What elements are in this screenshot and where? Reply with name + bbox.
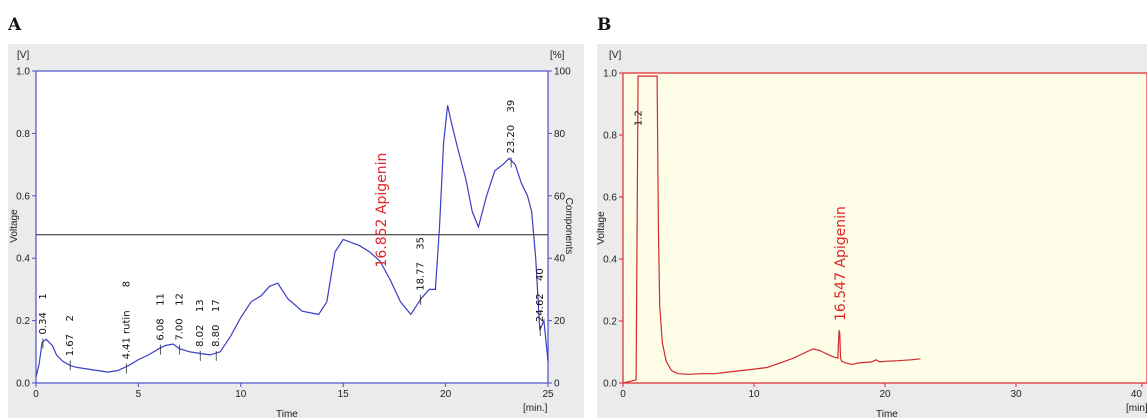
chart-b-y-tick-label: 1.0	[603, 69, 617, 80]
chart-a-peak-number-label: 35	[415, 237, 426, 250]
chart-b-y-tick-label: 0.2	[603, 317, 617, 328]
chart-a-peak-time-label: 23.20	[506, 125, 517, 154]
chart-a-y-tick-label: 0.6	[16, 191, 30, 202]
chart-a-annotation-apigenin: 16.852 Apigenin	[374, 153, 390, 268]
chart-b-series-line	[622, 75, 921, 384]
chart-a-y2-tick-label: 20	[554, 316, 566, 327]
chart-a-y2-tick-label: 100	[554, 67, 571, 78]
chart-a-peak-time-label: 6.08	[156, 318, 167, 340]
chart-a-x-tick-label: 5	[136, 389, 142, 400]
chart-a-x-tick-label: 10	[235, 389, 247, 400]
chart-a-y2-tick-label: 40	[554, 254, 566, 265]
chart-a-peak-number-label: 2	[65, 315, 76, 321]
chart-a-peak-time-label: 0.34	[38, 312, 49, 334]
chart-a-peak-time-label: 24.62	[535, 293, 546, 322]
chart-a-peak-number-label: 40	[535, 268, 546, 281]
chart-b-y-tick-label: 0.0	[603, 379, 617, 390]
chart-a-peak-time-label: 4.41 rutin	[121, 310, 132, 359]
panel-letter-b: B	[597, 15, 611, 35]
chart-b-x-label: Time	[876, 409, 898, 418]
chart-b-y-tick-label: 0.6	[603, 193, 617, 204]
chart-a-peak-time-label: 8.80	[211, 325, 222, 347]
chart-b-y-tick-label: 0.8	[603, 131, 617, 142]
chart-a-y-tick-label: 0.0	[16, 379, 30, 390]
chart-b-x-tick-label: 40	[1131, 389, 1143, 400]
chart-a-peak-number-label: 8	[121, 281, 132, 287]
chart-a-y2-tick-label: 0	[554, 379, 560, 390]
chart-b-x-tick-label: 10	[748, 389, 760, 400]
chart-a-y-label: Voltage	[9, 209, 20, 243]
chart-b-plot-area	[622, 72, 1147, 384]
chart-b-annotation-apigenin: 16.547 Apigenin	[833, 206, 849, 321]
chart-b-peak-time-label: 1.2	[634, 110, 645, 126]
chart-a-x-tick-label: 20	[440, 389, 452, 400]
chart-a-peak-number-label: 12	[174, 293, 185, 306]
chart-b-y-unit: [V]	[609, 50, 621, 61]
chart-a-x-tick-label: 25	[542, 389, 554, 400]
chart-a-x-tick-label: 0	[33, 389, 39, 400]
chart-b-x-tick-label: 30	[1010, 389, 1022, 400]
chart-a-peak-number-label: 11	[156, 293, 167, 306]
chart-a-peak-time-label: 8.02	[195, 325, 206, 347]
chart-a-plot-area	[35, 70, 549, 384]
chart-b-x-tick-label: 20	[879, 389, 891, 400]
chart-a-series-line	[35, 105, 549, 377]
chart-a-peak-time-label: 1.67	[65, 334, 76, 356]
chart-a-peak-number-label: 1	[38, 293, 49, 299]
chart-a-y-tick-label: 0.8	[16, 129, 30, 140]
chart-b-x-unit: [min]	[1126, 403, 1147, 414]
chart-a-y2-unit: [%]	[550, 50, 565, 61]
chart-a-y2-tick-label: 60	[554, 191, 566, 202]
chart-a-x-unit: [min.]	[523, 403, 548, 414]
chart-a-y-tick-label: 0.2	[16, 316, 30, 327]
chart-b-y-tick-label: 0.4	[603, 255, 617, 266]
chart-a-y-tick-label: 1.0	[16, 67, 30, 78]
chart-a-peak-number-label: 13	[195, 299, 206, 312]
chart-a-y-unit: [V]	[17, 50, 29, 61]
chart-a-peak-time-label: 18.77	[415, 262, 426, 291]
chart-a-peak-time-label: 7.00	[174, 318, 185, 340]
chart-a-x-tick-label: 15	[338, 389, 350, 400]
chart-a-y2-tick-label: 80	[554, 129, 566, 140]
chart-a-y2-label: Components	[563, 198, 574, 255]
panel-letter-a: A	[7, 15, 22, 35]
chart-a-x-label: Time	[276, 409, 298, 418]
chart-a-y-tick-label: 0.4	[16, 254, 30, 265]
chart-b-x-tick-label: 0	[620, 389, 626, 400]
chart-a-peak-number-label: 17	[211, 299, 222, 312]
chart-a-peak-number-label: 39	[506, 100, 517, 113]
chart-b-y-label: Voltage	[596, 211, 607, 245]
